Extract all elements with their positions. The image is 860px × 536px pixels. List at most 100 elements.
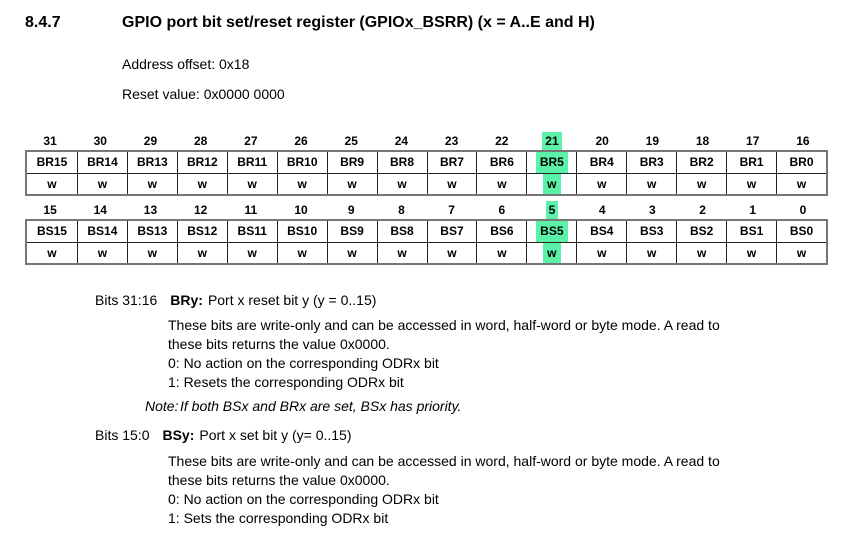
section-number: 8.4.7	[25, 14, 61, 31]
access-type-label: w	[447, 177, 457, 191]
bit-field-cell: BR11	[226, 152, 277, 174]
access-cell: w	[326, 243, 377, 263]
description-line: 1: Sets the corresponding ODRx bit	[168, 510, 389, 526]
bit-positions-row-15-0: 15 14 13 12 11 10 9 8 7 6 5 4 3 2 1 0	[25, 201, 828, 219]
access-cell: w	[476, 174, 526, 194]
bit-position-text: 24	[394, 134, 409, 148]
bit-field-label: BR8	[390, 155, 415, 169]
bit-position-text: 14	[93, 203, 107, 217]
bit-position-text: 13	[143, 203, 158, 217]
bit-field-term: BSy:	[162, 427, 195, 443]
bit-position-text: 0	[799, 203, 807, 217]
bit-field-cell: BR0	[776, 152, 826, 174]
bit-position-label: 7	[427, 201, 477, 219]
bit-position-text: 29	[143, 134, 158, 148]
bit-position-text: 30	[93, 134, 107, 148]
bit-position-label: 29	[125, 132, 175, 150]
bit-position-label: 30	[75, 132, 125, 150]
bit-position-label: 8	[376, 201, 426, 219]
bit-position-text: 16	[796, 134, 810, 148]
bit-field-cell: BR4	[576, 152, 627, 174]
bit-field-label: BR14	[87, 155, 118, 169]
access-cell: w	[576, 243, 626, 263]
bit-field-cell: BS6	[476, 221, 527, 243]
access-cell: w	[226, 243, 277, 263]
bit-field-label: BR0	[789, 155, 814, 169]
bit-field-label: BS13	[137, 224, 168, 238]
access-cell: w	[276, 243, 327, 263]
bit-field-label: BR5	[535, 152, 568, 173]
bit-field-label: BS3	[640, 224, 664, 238]
bit-position-label: 9	[326, 201, 376, 219]
access-type-label: w	[696, 177, 707, 191]
access-type-label: w	[497, 246, 507, 260]
page-title: GPIO port bit set/reset register (GPIOx_…	[122, 14, 595, 31]
bit-field-label: BR13	[137, 155, 168, 169]
bits-range-label: Bits 31:16	[95, 292, 158, 308]
bit-position-text: 21	[542, 132, 562, 150]
bit-field-cell: BR9	[326, 152, 377, 174]
bit-position-label: 24	[376, 132, 426, 150]
bit-field-term: BRy:	[170, 292, 203, 308]
bit-field-label: BS1	[739, 224, 764, 238]
access-type-label: w	[247, 246, 257, 260]
bit-position-text: 1	[749, 203, 757, 217]
description-line: These bits are write-only and can be acc…	[168, 453, 720, 469]
bit-position-label: 26	[276, 132, 326, 150]
bit-position-label: 6	[477, 201, 527, 219]
bit-field-cell: BR14	[76, 152, 127, 174]
description-line: these bits returns the value 0x0000.	[168, 472, 390, 488]
access-type-label: w	[247, 177, 257, 191]
bit-field-cell: BS3	[626, 221, 677, 243]
access-cell: w	[776, 174, 826, 194]
bit-position-label: 5	[527, 201, 577, 219]
access-cell: w	[426, 174, 477, 194]
access-type-label: w	[97, 246, 108, 260]
access-cell: w	[76, 174, 127, 194]
access-type-label: w	[297, 246, 307, 260]
description-line: These bits are write-only and can be acc…	[168, 317, 720, 333]
access-cell: w	[426, 243, 477, 263]
bit-position-label: 22	[477, 132, 527, 150]
bit-field-cell: BS11	[226, 221, 277, 243]
access-cell: w	[276, 174, 327, 194]
bit-position-text: 23	[444, 134, 459, 148]
bit-position-label: 16	[778, 132, 828, 150]
bit-field-label: BR9	[340, 155, 365, 169]
access-cell: w	[726, 174, 776, 194]
bit-position-text: 22	[495, 134, 509, 148]
bit-field-cell: BS14	[76, 221, 127, 243]
bit-field-cell: BS8	[376, 221, 427, 243]
address-offset: Address offset: 0x18	[122, 56, 250, 72]
bit-field-cell: BS12	[176, 221, 227, 243]
access-type-label: w	[447, 246, 457, 260]
bit-field-label: BR10	[286, 155, 318, 169]
bit-position-label: 10	[276, 201, 326, 219]
bit-field-label: BR11	[237, 155, 268, 169]
register-bit-table: 31 30 29 28 27 26 25 24 23 22 21 20 19 18 17 16 BR15 BR1…	[25, 132, 828, 265]
bit-field-cell: BS4	[576, 221, 627, 243]
access-cell: w	[576, 174, 626, 194]
access-cell: w	[376, 174, 427, 194]
bit-field-cell: BS9	[326, 221, 377, 243]
access-cell: w	[526, 174, 576, 194]
access-type-label: w	[397, 246, 407, 260]
bit-field-label: BR3	[639, 155, 664, 169]
bit-field-label: BR2	[689, 155, 714, 169]
bit-field-label: BS2	[689, 224, 714, 238]
bit-position-text: 3	[649, 203, 656, 217]
bit-field-label: BS5	[536, 221, 568, 242]
bit-position-text: 20	[595, 134, 609, 148]
access-type-label: w	[197, 177, 207, 191]
bit-field-label: BR6	[489, 155, 514, 169]
bit-field-cell: BS2	[676, 221, 727, 243]
access-cell: w	[626, 243, 676, 263]
access-type-label: w	[696, 246, 707, 260]
bit-position-text: 2	[699, 203, 706, 217]
bit-field-cell: BS5	[526, 221, 577, 243]
bits-range-label: Bits 15:0	[95, 427, 150, 443]
access-cell: w	[126, 174, 177, 194]
bit-field-label: BR15	[36, 155, 68, 169]
bit-position-label: 31	[25, 132, 75, 150]
access-type-label: w	[47, 177, 57, 191]
